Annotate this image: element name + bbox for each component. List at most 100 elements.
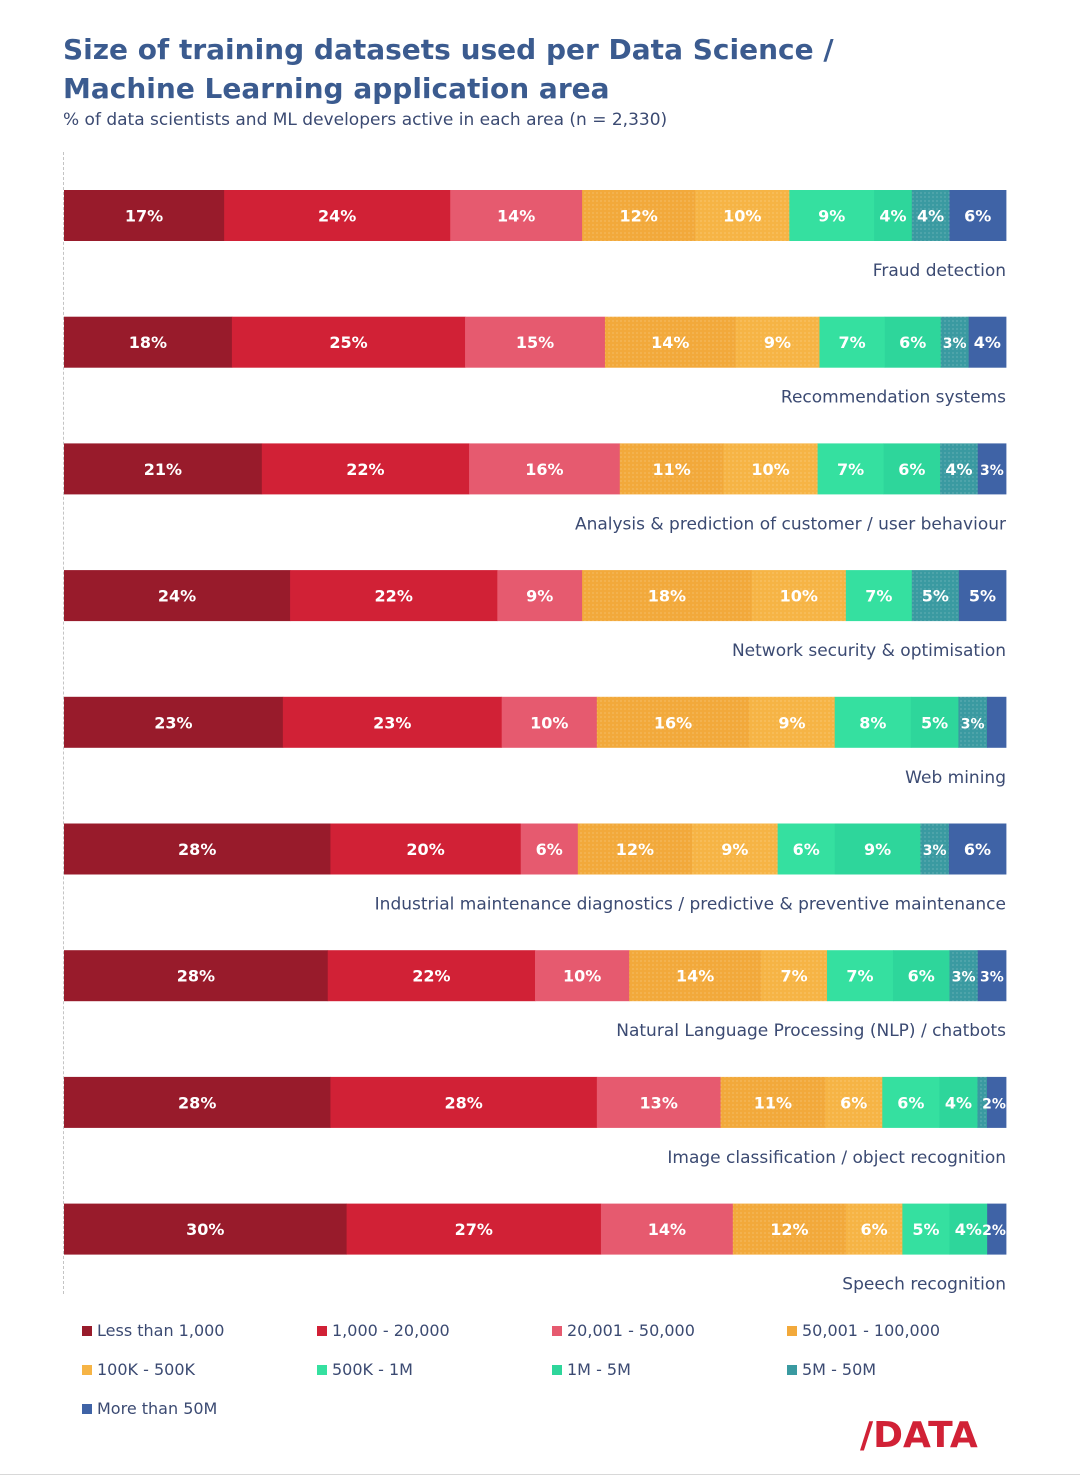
bar-value-label: 7%: [846, 967, 873, 986]
bar-segment: [834, 696, 912, 748]
bar-segment-texture: [695, 190, 790, 241]
bar-value-label: 22%: [346, 460, 384, 479]
bar-value-label: 10%: [723, 207, 761, 226]
bar-value-label: 14%: [497, 207, 535, 226]
bar-value-label: 24%: [318, 207, 356, 226]
bar-segment: [596, 1076, 721, 1128]
bar-value-label: 10%: [751, 460, 789, 479]
bar-value-label: 27%: [455, 1220, 493, 1239]
bar-value-label: 20%: [406, 840, 444, 859]
bar-segment: [64, 1203, 347, 1255]
category-label: Image classification / object recognitio…: [667, 1148, 1006, 1168]
bar-segment-texture: [735, 316, 820, 368]
bar-value-label: 5%: [912, 1220, 939, 1239]
bar-segment: [450, 190, 583, 241]
bar-segment: [958, 570, 1007, 622]
bar-segment-texture: [720, 1076, 826, 1128]
bar-value-label: 23%: [373, 713, 411, 732]
bar-value-label: 6%: [861, 1220, 888, 1239]
bar-value-label: 28%: [178, 1093, 216, 1112]
bar-value-label: 28%: [444, 1093, 482, 1112]
bar-value-label: 30%: [186, 1220, 224, 1239]
bar-segment: [882, 1076, 940, 1128]
bar-value-label: 25%: [329, 333, 367, 352]
bar-value-label: 14%: [648, 1220, 686, 1239]
bottom-rule: [0, 1474, 1080, 1475]
bar-value-label: 9%: [864, 840, 891, 859]
category-label: Fraud detection: [873, 261, 1006, 281]
bar-segment-texture: [723, 443, 818, 495]
bar-value-label: 9%: [721, 840, 748, 859]
bar-segment: [884, 316, 942, 368]
bar-segment-texture: [692, 823, 778, 875]
bar-value-label: 6%: [908, 967, 935, 986]
bar-segment-texture: [577, 823, 692, 875]
bar-segment: [892, 950, 950, 1002]
bar-segment: [64, 570, 291, 622]
bar-segment: [64, 950, 329, 1002]
bar-segment-texture: [940, 443, 978, 495]
bar-value-label: 7%: [780, 967, 807, 986]
bar-value-label: 5%: [969, 587, 996, 606]
bar-segment: [949, 1203, 988, 1255]
bar-segment-texture: [619, 443, 724, 495]
bar-segment-texture: [911, 190, 950, 241]
bar-segment-texture: [582, 190, 696, 241]
bar-value-label: 5%: [921, 713, 948, 732]
bar-value-label: 4%: [917, 207, 944, 226]
bar-segment: [64, 316, 233, 368]
bar-segment: [817, 443, 884, 495]
bar-value-label: 8%: [859, 713, 886, 732]
bar-value-label: 3%: [952, 970, 976, 986]
category-label: Network security & optimisation: [732, 641, 1006, 661]
bar-value-label: 6%: [898, 460, 925, 479]
bar-value-label: 6%: [899, 333, 926, 352]
bar-value-label: 16%: [654, 713, 692, 732]
bar-value-label: 4%: [945, 460, 972, 479]
category-label: Industrial maintenance diagnostics / pre…: [375, 895, 1006, 915]
bar-value-label: 6%: [964, 207, 991, 226]
category-label: Analysis & prediction of customer / user…: [575, 514, 1006, 534]
bar-value-label: 4%: [974, 333, 1001, 352]
bar-segment: [777, 823, 836, 875]
bar-segment: [64, 1076, 331, 1128]
bar-segment: [520, 823, 579, 875]
bar-segment: [330, 1076, 598, 1128]
bar-segment: [261, 443, 470, 495]
bar-segment: [231, 316, 466, 368]
bar-segment: [883, 443, 941, 495]
chart-title-line-1: Size of training datasets used per Data …: [63, 33, 834, 66]
bar-value-label: 14%: [651, 333, 689, 352]
bar-segment-texture: [732, 1203, 846, 1255]
bar-value-label: 10%: [530, 713, 568, 732]
bar-value-label: 7%: [865, 587, 892, 606]
chart-axis-line: [63, 152, 64, 1294]
bar-segment: [902, 1203, 950, 1255]
bar-segment: [986, 696, 1007, 748]
bar-segment: [948, 823, 1007, 875]
bar-segment: [968, 316, 1007, 368]
bar-segment: [64, 190, 225, 241]
bar-segment: [465, 316, 606, 368]
data-logo: /DATA: [860, 1415, 978, 1453]
bar-value-label: 3%: [943, 336, 967, 352]
bar-value-label: 21%: [144, 460, 182, 479]
bar-segment: [64, 443, 263, 495]
bar-segment-texture: [596, 696, 750, 748]
bar-value-label: 6%: [840, 1093, 867, 1112]
bar-segment: [64, 823, 331, 875]
bar-value-label: 15%: [516, 333, 554, 352]
category-label: Speech recognition: [842, 1275, 1006, 1295]
bar-value-label: 24%: [158, 587, 196, 606]
bar-value-label: 6%: [793, 840, 820, 859]
bar-segment-texture: [845, 1203, 903, 1255]
bar-value-label: 18%: [129, 333, 167, 352]
bar-value-label: 11%: [652, 460, 690, 479]
bar-segment: [939, 1076, 978, 1128]
bar-value-label: 11%: [754, 1093, 792, 1112]
bar-value-label: 18%: [648, 587, 686, 606]
bar-segment: [64, 696, 284, 748]
bar-segment: [290, 570, 498, 622]
bar-value-label: 14%: [676, 967, 714, 986]
